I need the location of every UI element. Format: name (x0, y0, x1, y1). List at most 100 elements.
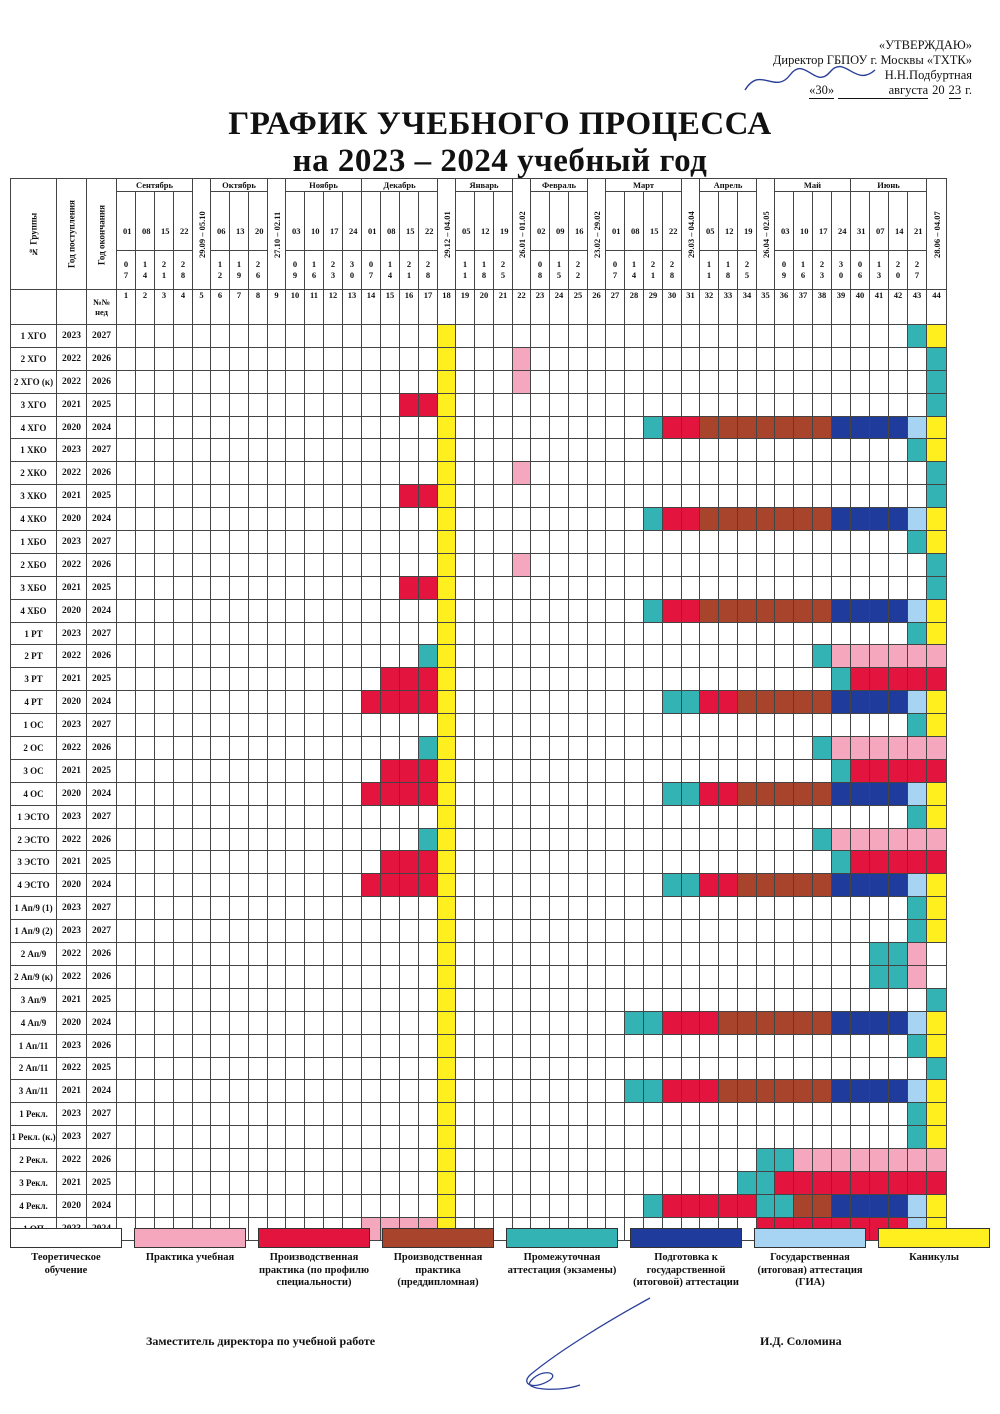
week-cell[interactable] (437, 1056, 456, 1081)
week-cell[interactable] (869, 1170, 889, 1195)
week-cell[interactable] (869, 896, 889, 921)
week-cell[interactable] (605, 621, 625, 646)
week-cell[interactable] (718, 667, 738, 692)
week-cell[interactable] (907, 987, 927, 1012)
week-cell[interactable] (549, 1056, 569, 1081)
week-cell[interactable] (173, 758, 193, 783)
week-cell[interactable] (681, 392, 700, 417)
week-cell[interactable] (793, 827, 813, 852)
week-cell[interactable] (568, 552, 588, 577)
week-cell[interactable] (812, 324, 832, 348)
week-cell[interactable] (756, 964, 775, 989)
week-cell[interactable] (737, 804, 757, 829)
week-cell[interactable] (737, 690, 757, 715)
week-cell[interactable] (926, 438, 947, 463)
week-cell[interactable] (907, 644, 927, 669)
week-cell[interactable] (267, 919, 286, 944)
week-cell[interactable] (793, 575, 813, 600)
week-cell[interactable] (850, 644, 870, 669)
week-cell[interactable] (850, 690, 870, 715)
week-cell[interactable] (342, 667, 362, 692)
week-cell[interactable] (512, 919, 531, 944)
week-cell[interactable] (512, 690, 531, 715)
week-cell[interactable] (756, 1033, 775, 1058)
week-cell[interactable] (135, 1010, 155, 1035)
week-cell[interactable] (850, 1193, 870, 1218)
week-cell[interactable] (850, 758, 870, 783)
week-cell[interactable] (229, 369, 249, 394)
week-cell[interactable] (549, 827, 569, 852)
week-cell[interactable] (493, 942, 513, 966)
week-cell[interactable] (812, 1079, 832, 1104)
week-cell[interactable] (192, 736, 211, 760)
week-cell[interactable] (304, 690, 324, 715)
week-cell[interactable] (493, 690, 513, 715)
week-cell[interactable] (888, 484, 908, 509)
week-cell[interactable] (380, 1148, 400, 1172)
week-cell[interactable] (662, 1010, 682, 1035)
week-cell[interactable] (474, 507, 494, 532)
week-cell[interactable] (229, 415, 249, 440)
week-cell[interactable] (831, 1125, 851, 1150)
week-cell[interactable] (907, 438, 927, 463)
week-cell[interactable] (493, 438, 513, 463)
week-cell[interactable] (285, 1102, 305, 1127)
week-cell[interactable] (418, 415, 438, 440)
week-cell[interactable] (135, 873, 155, 898)
week-cell[interactable] (907, 1148, 927, 1172)
week-cell[interactable] (399, 369, 419, 394)
week-cell[interactable] (774, 530, 794, 554)
week-cell[interactable] (699, 1193, 719, 1218)
week-cell[interactable] (116, 827, 136, 852)
week-cell[interactable] (361, 1079, 381, 1104)
week-cell[interactable] (380, 919, 400, 944)
week-cell[interactable] (681, 1148, 700, 1172)
week-cell[interactable] (643, 507, 663, 532)
week-cell[interactable] (549, 1148, 569, 1172)
week-cell[interactable] (774, 1033, 794, 1058)
week-cell[interactable] (455, 804, 475, 829)
week-cell[interactable] (681, 919, 700, 944)
week-cell[interactable] (304, 575, 324, 600)
week-cell[interactable] (173, 1193, 193, 1218)
week-cell[interactable] (907, 461, 927, 486)
week-cell[interactable] (774, 964, 794, 989)
week-cell[interactable] (210, 781, 230, 806)
week-cell[interactable] (267, 736, 286, 760)
week-cell[interactable] (437, 461, 456, 486)
week-cell[interactable] (474, 690, 494, 715)
week-cell[interactable] (681, 1033, 700, 1058)
week-cell[interactable] (869, 1079, 889, 1104)
week-cell[interactable] (888, 713, 908, 738)
week-cell[interactable] (361, 667, 381, 692)
week-cell[interactable] (587, 919, 606, 944)
week-cell[interactable] (549, 530, 569, 554)
week-cell[interactable] (437, 575, 456, 600)
week-cell[interactable] (756, 781, 775, 806)
week-cell[interactable] (173, 850, 193, 875)
week-cell[interactable] (605, 1056, 625, 1081)
week-cell[interactable] (455, 1102, 475, 1127)
week-cell[interactable] (116, 552, 136, 577)
week-cell[interactable] (793, 415, 813, 440)
week-cell[interactable] (229, 919, 249, 944)
week-cell[interactable] (587, 575, 606, 600)
week-cell[interactable] (474, 575, 494, 600)
week-cell[interactable] (812, 804, 832, 829)
week-cell[interactable] (418, 1125, 438, 1150)
week-cell[interactable] (681, 1079, 700, 1104)
week-cell[interactable] (643, 1079, 663, 1104)
week-cell[interactable] (229, 942, 249, 966)
week-cell[interactable] (549, 1033, 569, 1058)
week-cell[interactable] (530, 346, 550, 371)
week-cell[interactable] (418, 896, 438, 921)
week-cell[interactable] (549, 484, 569, 509)
week-cell[interactable] (248, 530, 268, 554)
week-cell[interactable] (549, 758, 569, 783)
week-cell[interactable] (756, 896, 775, 921)
week-cell[interactable] (850, 667, 870, 692)
week-cell[interactable] (831, 1010, 851, 1035)
week-cell[interactable] (173, 827, 193, 852)
week-cell[interactable] (888, 827, 908, 852)
week-cell[interactable] (643, 575, 663, 600)
